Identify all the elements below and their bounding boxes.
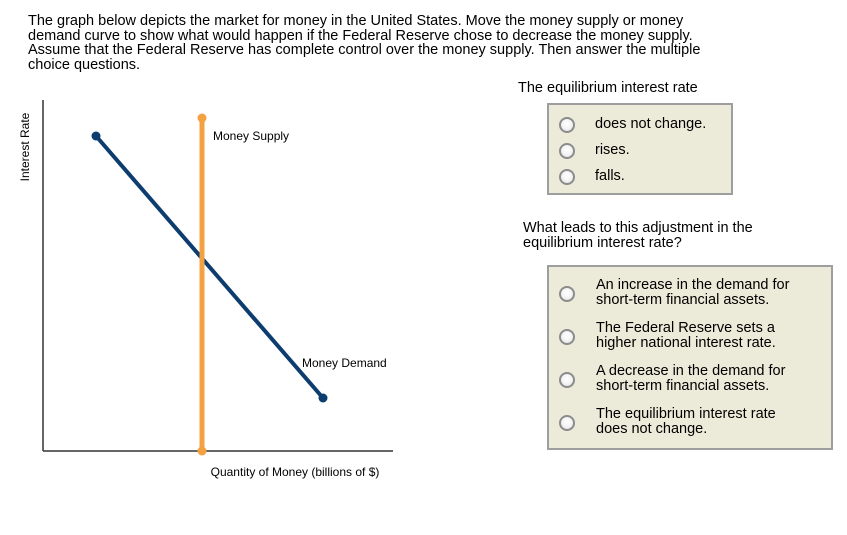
instructions-line: Assume that the Federal Reserve has comp… [28, 42, 701, 58]
q2-option-label: An increase in the demand for short-term… [596, 278, 789, 308]
y-axis-label: Interest Rate [18, 112, 32, 181]
q2-option-label: A decrease in the demand for short-term … [596, 364, 785, 394]
question-2-title: What leads to this adjustment in the equ… [523, 221, 753, 251]
q1-option-label: rises. [595, 143, 630, 158]
q1-option-label: does not change. [595, 117, 706, 132]
q1-option-rises[interactable]: rises. [549, 140, 731, 162]
instructions-line: choice questions. [28, 56, 141, 73]
question-1-title-text: The equilibrium interest rate [518, 80, 698, 96]
q2-option-label-line: The Federal Reserve sets a [596, 320, 775, 336]
radio-button-icon[interactable] [559, 169, 575, 185]
question-1-options: does not change. rises. falls. [547, 103, 733, 195]
q2-option-decrease-demand[interactable]: A decrease in the demand for short-term … [549, 362, 831, 398]
question-1-title: The equilibrium interest rate [518, 81, 698, 96]
radio-button-icon[interactable] [559, 117, 575, 133]
money-demand-handle-bottom[interactable] [318, 393, 328, 403]
money-market-graph: Interest Rate Quantity of Money (billion… [18, 100, 393, 479]
question-2-title-line: What leads to this adjustment in the [523, 220, 753, 236]
q2-option-label: The equilibrium interest rate does not c… [596, 407, 776, 437]
q2-option-label-line: does not change. [596, 421, 708, 437]
q1-option-label-line: rises. [595, 142, 630, 158]
q2-option-label-line: A decrease in the demand for [596, 363, 786, 379]
money-demand-handle-top[interactable] [91, 131, 101, 141]
q2-option-label-line: short-term financial assets. [596, 292, 770, 308]
instructions-line: The graph below depicts the market for m… [28, 13, 684, 29]
q2-option-label: The Federal Reserve sets a higher nation… [596, 321, 776, 351]
question-2-title-line: equilibrium interest rate? [523, 235, 682, 251]
q1-option-label-line: does not change. [595, 116, 707, 132]
q2-option-no-change[interactable]: The equilibrium interest rate does not c… [549, 405, 831, 441]
instructions-line: demand curve to show what would happen i… [28, 27, 693, 44]
q1-option-label-line: falls. [595, 168, 625, 184]
money-supply-label: Money Supply [213, 129, 289, 143]
radio-button-icon[interactable] [559, 372, 575, 388]
money-supply-handle-bottom[interactable] [197, 446, 207, 456]
question-2-options: An increase in the demand for short-term… [547, 265, 833, 450]
radio-button-icon[interactable] [559, 143, 575, 159]
q2-option-label-line: The equilibrium interest rate [596, 406, 776, 422]
radio-button-icon[interactable] [559, 329, 575, 345]
q2-option-label-line: higher national interest rate. [596, 335, 776, 351]
instructions: The graph below depicts the market for m… [28, 14, 818, 72]
money-supply-handle-top[interactable] [197, 113, 207, 123]
x-axis-label: Quantity of Money (billions of $) [211, 465, 380, 479]
q2-option-increase-demand[interactable]: An increase in the demand for short-term… [549, 276, 831, 312]
q1-option-falls[interactable]: falls. [549, 166, 731, 188]
radio-button-icon[interactable] [559, 415, 575, 431]
q2-option-label-line: short-term financial assets. [596, 378, 770, 394]
q1-option-no-change[interactable]: does not change. [549, 114, 731, 136]
q2-option-label-line: An increase in the demand for [596, 277, 790, 293]
q1-option-label: falls. [595, 169, 625, 184]
radio-button-icon[interactable] [559, 286, 575, 302]
money-demand-label: Money Demand [302, 356, 387, 370]
money-demand-curve[interactable] [94, 134, 325, 400]
q2-option-fed-sets-rate[interactable]: The Federal Reserve sets a higher nation… [549, 319, 831, 355]
